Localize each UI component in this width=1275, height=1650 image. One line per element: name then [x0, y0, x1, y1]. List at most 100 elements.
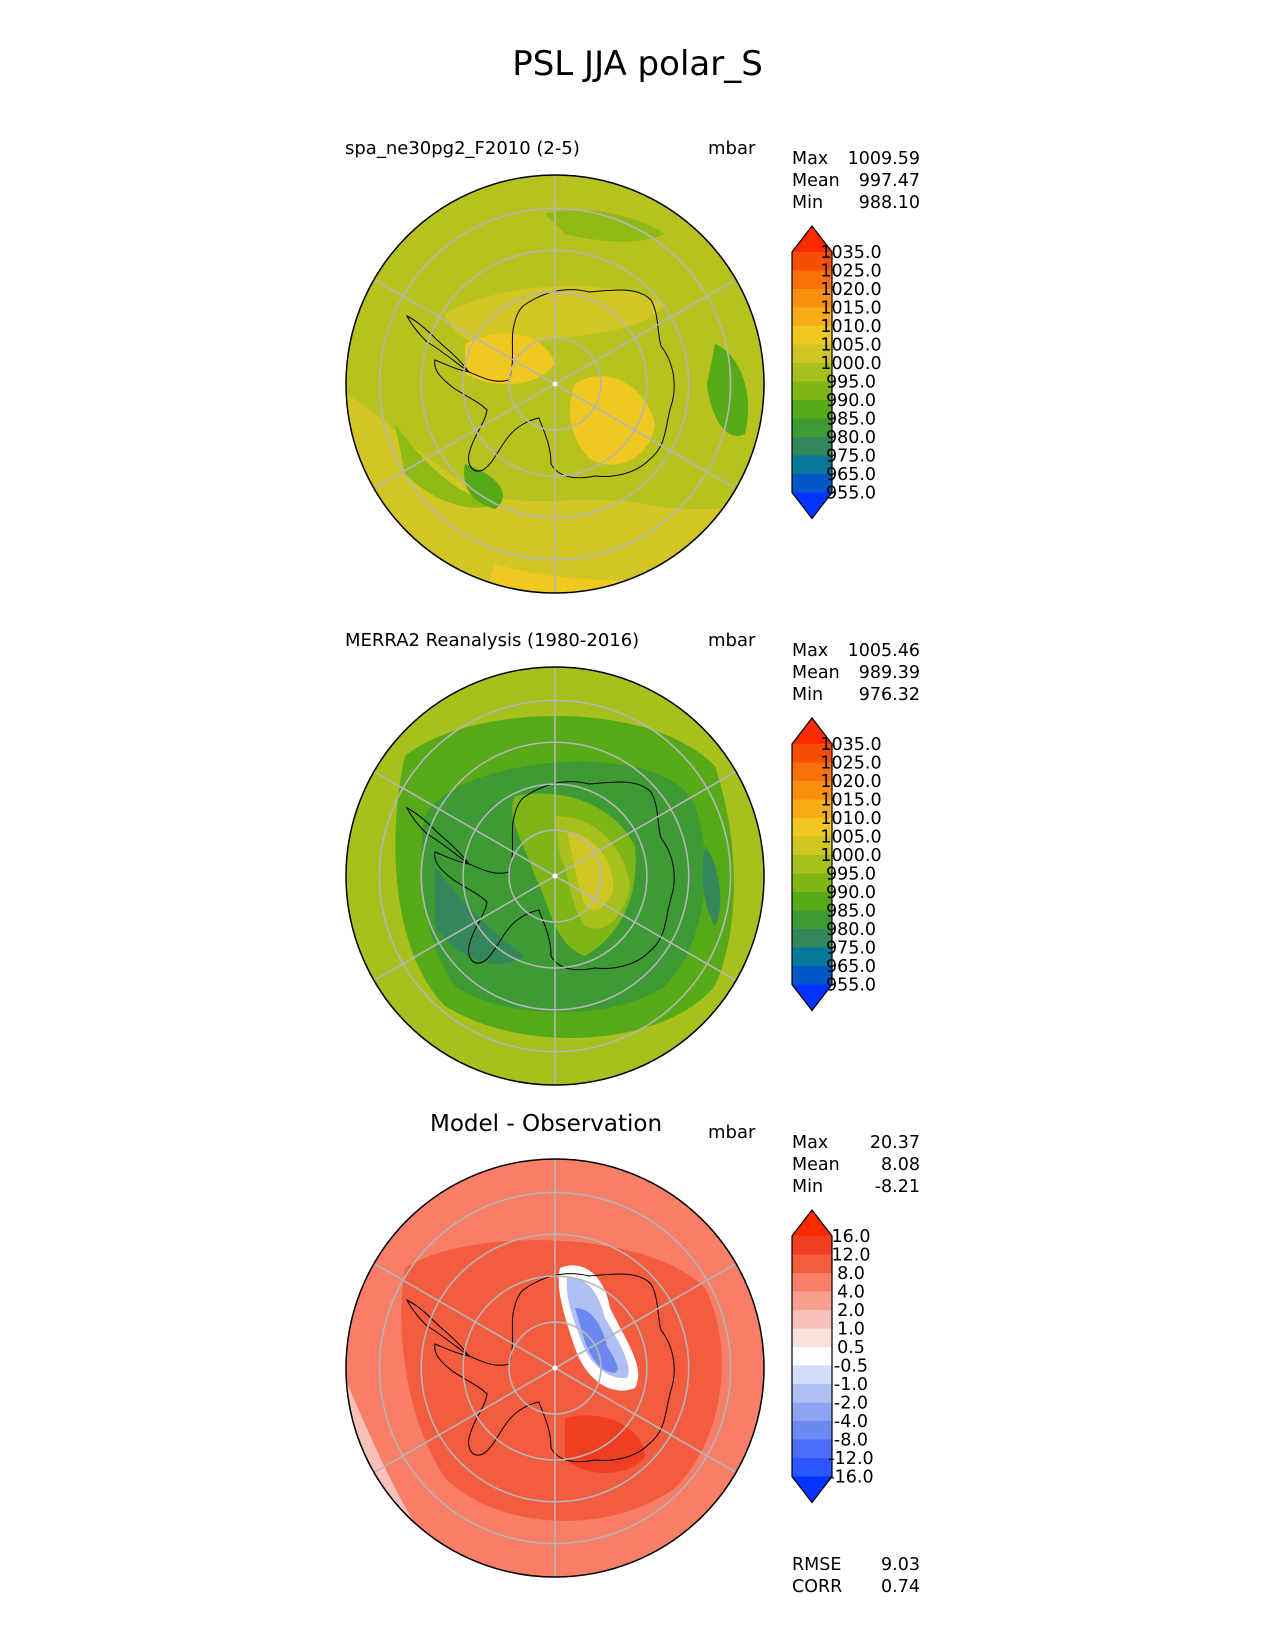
colorbar-tick-label: 965.0	[826, 465, 876, 485]
field-contour	[702, 846, 721, 926]
colorbar-tick-label: 4.0	[837, 1283, 865, 1303]
colorbar-bin	[792, 1458, 832, 1477]
longitude-gridline	[554, 1367, 737, 1474]
colorbar-tick-label: 1010.0	[820, 317, 881, 337]
field-layer	[346, 667, 764, 1085]
colorbar-outline	[791, 717, 833, 1012]
field-contour	[575, 1308, 618, 1373]
colorbar-bin	[792, 270, 832, 290]
colorbar-tick-label: -2.0	[834, 1394, 868, 1414]
colorbar-bin	[792, 781, 832, 800]
colorbar-bin	[792, 1310, 832, 1329]
stat-max-label: Max	[792, 149, 829, 169]
field-contour	[435, 866, 525, 965]
colorbar-bin	[792, 873, 832, 893]
colorbar-tick-label: 975.0	[826, 447, 876, 467]
colorbar-bin	[792, 1254, 832, 1274]
colorbar-bin	[792, 289, 832, 308]
colorbar-bin	[792, 947, 832, 967]
field-contour	[565, 1415, 645, 1473]
longitude-gridline	[373, 875, 556, 982]
colorbar-bin	[792, 966, 832, 985]
pole-marker	[552, 381, 558, 387]
stat-mean-value: 8.08	[881, 1155, 920, 1175]
colorbar-tick-label: -16.0	[828, 1468, 873, 1488]
colorbar-outline	[791, 1209, 833, 1504]
units-label: mbar	[708, 1122, 756, 1143]
longitude-gridline	[373, 383, 556, 490]
colorbar-tick-label: 1000.0	[820, 354, 881, 374]
colorbar-tick-label: 995.0	[826, 865, 876, 885]
panel-diff: Model - Observation mbar Max 20.37 Mean 8.…	[0, 1111, 1275, 1597]
colorbar-bin	[792, 418, 832, 438]
field-contour	[545, 210, 665, 242]
colorbar-bin	[792, 437, 832, 456]
panel-title: spa_ne30pg2_F2010 (2-5)	[345, 138, 580, 159]
field-contour	[707, 344, 749, 436]
colorbar-bin	[792, 910, 832, 930]
stat-max-value: 1009.59	[847, 149, 920, 169]
colorbar-tick-label: 1035.0	[820, 735, 881, 755]
map-boundary	[345, 174, 765, 594]
colorbar-bin	[792, 381, 832, 401]
colorbar-tick-label: 990.0	[826, 391, 876, 411]
colorbar-tick-label: 1025.0	[820, 262, 881, 282]
colorbar-bin	[792, 762, 832, 782]
colorbar-tick-label: 1035.0	[820, 243, 881, 263]
colorbar-bin	[792, 1402, 832, 1422]
units-label: mbar	[708, 138, 756, 159]
colorbar-bin	[792, 744, 832, 763]
longitude-gridline	[373, 1367, 556, 1474]
stat-max-label: Max	[792, 1133, 829, 1153]
colorbar-bin	[792, 818, 832, 837]
polar-map	[345, 174, 765, 594]
colorbar-bin	[792, 474, 832, 493]
field-contour	[567, 831, 614, 910]
colorbar-bin	[792, 344, 832, 364]
colorbar-tick-label: 0.5	[837, 1338, 865, 1358]
stat-max-value: 20.37	[869, 1133, 920, 1153]
colorbar-bin	[792, 1421, 832, 1440]
colorbar-tick-label: 975.0	[826, 939, 876, 959]
rmse-label: RMSE	[792, 1555, 842, 1575]
colorbar-tick-label: -4.0	[834, 1412, 868, 1432]
colorbar-extend-top	[792, 718, 832, 744]
colorbar-tick-label: -0.5	[834, 1357, 868, 1377]
colorbar-bin	[792, 1384, 832, 1403]
coastline-peninsula	[405, 806, 470, 865]
stat-mean-value: 997.47	[858, 171, 920, 191]
longitude-gridline	[554, 770, 737, 877]
colorbar-tick-label: 985.0	[826, 902, 876, 922]
colorbar-tick-label: 1005.0	[820, 828, 881, 848]
rmse-value: 9.03	[881, 1555, 920, 1575]
colorbar-tick-label: 1025.0	[820, 754, 881, 774]
colorbar-extend-top	[792, 1210, 832, 1236]
longitude-gridline	[554, 278, 737, 385]
colorbar-tick-label: 985.0	[826, 410, 876, 430]
colorbar-tick-label: 1000.0	[820, 846, 881, 866]
polar-map	[345, 666, 765, 1086]
field-contour	[570, 376, 655, 465]
panel-title: MERRA2 Reanalysis (1980-2016)	[345, 630, 640, 651]
colorbar-tick-label: 990.0	[826, 883, 876, 903]
colorbar-tick-label: 2.0	[837, 1301, 865, 1321]
polar-map	[345, 1158, 765, 1578]
coastline-peninsula	[405, 314, 470, 373]
stat-min-value: 976.32	[858, 685, 920, 705]
colorbar-tick-label: -1.0	[834, 1375, 868, 1395]
pole-marker	[552, 873, 558, 879]
longitude-gridline	[554, 383, 737, 490]
coastline-peninsula	[405, 1298, 470, 1357]
colorbar-tick-label: 965.0	[826, 957, 876, 977]
colorbar-tick-label: -12.0	[828, 1449, 873, 1469]
stat-min-label: Min	[792, 1177, 824, 1197]
colorbar-extend-bottom	[792, 984, 832, 1011]
colorbar-bin	[792, 326, 832, 345]
colorbar-bin	[792, 1439, 832, 1459]
units-label: mbar	[708, 630, 756, 651]
colorbar-bin	[792, 1365, 832, 1385]
colorbar-extend-bottom	[792, 1476, 832, 1503]
colorbar-tick-label: 955.0	[826, 976, 876, 996]
stat-min-label: Min	[792, 685, 824, 705]
corr-value: 0.74	[881, 1577, 920, 1597]
